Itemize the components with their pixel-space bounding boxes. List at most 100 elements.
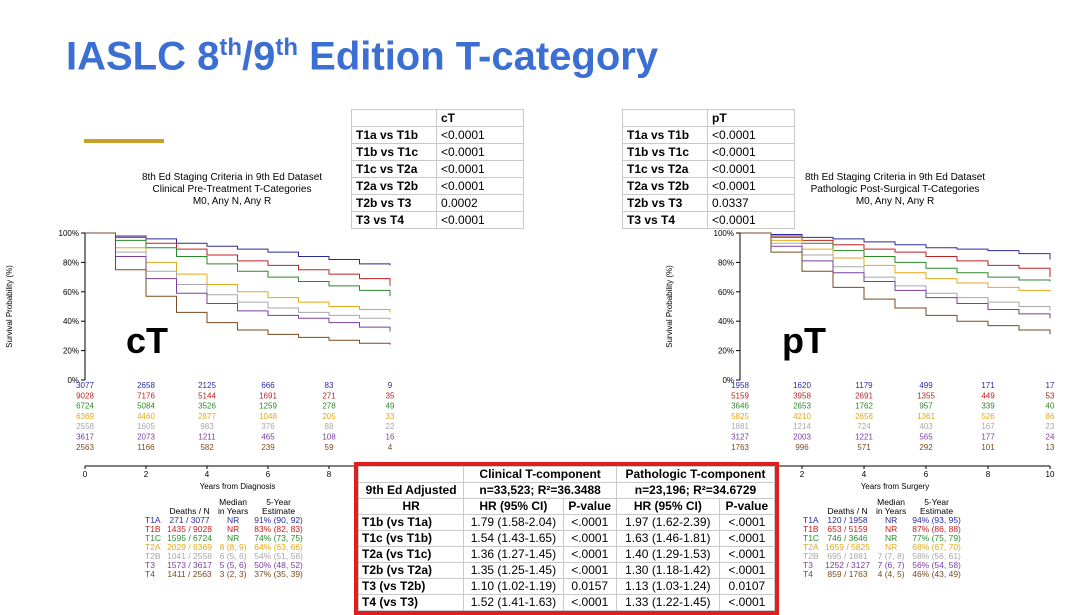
table-cell: 1659 / 5825 — [825, 542, 870, 552]
risk-count: 86 — [1046, 412, 1055, 421]
table-cell: <0.0001 — [436, 160, 524, 178]
table-cell: NR — [884, 524, 898, 534]
risk-count: 376 — [261, 422, 275, 431]
table-row: T4 1411 / 2563 3 (2, 3) 37% (35, 39) — [142, 570, 306, 579]
table-cell: T4 (vs T3) — [357, 594, 465, 611]
risk-count: 33 — [386, 412, 395, 421]
table-cell: T2a vs T2b — [622, 177, 708, 195]
table-cell: 1.10 (1.02-1.19) — [463, 578, 564, 595]
table-row: pT — [622, 109, 795, 127]
risk-count: 24 — [1046, 433, 1055, 442]
table-cell: 1.40 (1.29-1.53) — [615, 546, 720, 563]
risk-count: 1691 — [259, 391, 277, 400]
subtitle-line: Pathologic Post-Surgical T-Categories — [810, 184, 980, 195]
x-axis-label: Years from Diagnosis — [200, 482, 276, 491]
y-tick-label: 80% — [63, 258, 79, 267]
table-cell: 7 (7, 8) — [877, 551, 905, 561]
table-cell: 271 / 3077 — [169, 515, 210, 525]
slide-title-sup2: th — [275, 34, 299, 61]
risk-count: 2558 — [76, 422, 94, 431]
risk-count: 5084 — [137, 402, 155, 411]
table-row: T2b (vs T2a) 1.35 (1.25-1.45) <.0001 1.30 (… — [357, 562, 776, 579]
table-cell: 1.79 (1.58-2.04) — [463, 514, 564, 531]
table-header: HR (95% CI) — [615, 498, 720, 515]
table-cell: 77% (75, 79) — [912, 533, 961, 543]
table-cell: <.0001 — [718, 562, 776, 579]
risk-count: 278 — [322, 402, 336, 411]
ct-big-label: cT — [126, 320, 169, 361]
table-cell: <.0001 — [718, 594, 776, 611]
risk-count: 2691 — [855, 391, 873, 400]
table-row: T3 1573 / 3617 5 (5, 6) 50% (48, 52) — [142, 561, 306, 570]
risk-count: 5825 — [731, 412, 749, 421]
table-cell: 1.13 (1.03-1.24) — [615, 578, 720, 595]
table-cell: <.0001 — [718, 530, 776, 547]
table-row: Median 5-Year — [800, 498, 964, 507]
risk-count: 177 — [981, 433, 995, 442]
table-cell: 50% (48, 52) — [254, 560, 303, 570]
risk-count: 1762 — [855, 402, 873, 411]
survival-curve-t3 — [740, 232, 1051, 319]
table-cell: <.0001 — [562, 562, 617, 579]
risk-count: 403 — [919, 422, 933, 431]
table-header — [800, 498, 822, 507]
table-cell: T1b vs T1c — [622, 143, 708, 161]
table-cell: 1.33 (1.22-1.45) — [615, 594, 720, 611]
table-cell: <0.0001 — [436, 143, 524, 161]
table-row: T1B 653 / 5159 NR 87% (86, 88) — [800, 525, 964, 534]
x-tick-label: 0 — [83, 470, 88, 479]
risk-count: 571 — [857, 443, 871, 452]
risk-count: 996 — [795, 443, 809, 452]
table-cell: 83% (82, 83) — [254, 524, 303, 534]
risk-count: 1221 — [855, 433, 873, 442]
table-cell: T3 — [803, 560, 813, 570]
table-header: pT — [707, 109, 795, 127]
table-row: T2B 1041 / 2558 6 (5, 6) 54% (51, 56) — [142, 552, 306, 561]
risk-count: 2563 — [76, 443, 94, 452]
subtitle-line: M0, Any N, Any R — [855, 196, 935, 207]
table-cell: 1435 / 9028 — [167, 524, 212, 534]
subtitle-line: M0, Any N, Any R — [192, 196, 272, 207]
pt-pvalue-table: pT T1a vs T1b <0.0001 T1b vs T1c <0.0001 T… — [622, 109, 795, 229]
table-row: T1a vs T1b <0.0001 — [622, 126, 795, 144]
table-cell: 94% (93, 95) — [912, 515, 961, 525]
table-cell: 91% (90, 92) — [254, 515, 303, 525]
y-tick-label: 100% — [59, 229, 79, 238]
table-cell: 1573 / 3617 — [167, 560, 212, 570]
risk-count: 2073 — [137, 433, 155, 442]
risk-count: 499 — [919, 381, 933, 390]
table-cell: 0.0107 — [718, 578, 776, 595]
risk-count: 666 — [261, 381, 275, 390]
risk-count: 292 — [919, 443, 933, 452]
table-cell: 58% (56, 61) — [912, 551, 961, 561]
subtitle-line: 8th Ed Staging Criteria in 9th Ed Datase… — [804, 172, 986, 183]
table-cell: 1041 / 2558 — [167, 551, 212, 561]
table-cell: T1C — [803, 533, 820, 543]
risk-count: 2003 — [793, 433, 811, 442]
survival-curve-t3 — [85, 232, 391, 332]
risk-count: 83 — [325, 381, 334, 390]
risk-count: 23 — [1046, 422, 1055, 431]
risk-count: 101 — [981, 443, 995, 452]
y-tick-label: 40% — [63, 317, 79, 326]
table-row: T3 vs T4 <0.0001 — [351, 211, 524, 229]
survival-curve-t1c — [85, 232, 391, 297]
table-row: T3 1252 / 3127 7 (6, 7) 56% (54, 58) — [800, 561, 964, 570]
table-row: HR HR (95% CI) P-value HR (95% CI) P-val… — [357, 498, 776, 515]
table-row: T2a (vs T1c) 1.36 (1.27-1.45) <.0001 1.40 (… — [357, 546, 776, 563]
risk-count: 3526 — [198, 402, 216, 411]
y-tick-label: 20% — [718, 347, 734, 356]
risk-count: 2653 — [793, 402, 811, 411]
table-header: Median — [219, 497, 248, 507]
table-row: T1C 746 / 3646 NR 77% (75, 79) — [800, 534, 964, 543]
table-cell: <0.0001 — [707, 126, 795, 144]
table-cell: <0.0001 — [436, 126, 524, 144]
table-row: T3 (vs T2b) 1.10 (1.02-1.19) 0.0157 1.13 (1… — [357, 578, 776, 595]
hr-table: Clinical T-component Pathologic T-compon… — [357, 466, 776, 611]
table-cell: T1A — [803, 515, 819, 525]
table-header — [142, 498, 164, 507]
y-axis-label: Survival Probability (%) — [665, 265, 674, 348]
risk-count: 9 — [388, 381, 393, 390]
